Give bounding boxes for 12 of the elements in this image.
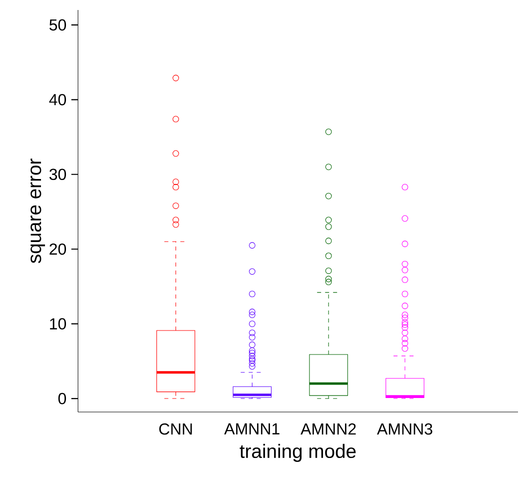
x-axis-title: training mode [240, 444, 356, 462]
x-tick-label: AMNN1 [224, 424, 280, 435]
y-tick-label: 10 [50, 318, 66, 330]
x-tick-label: CNN [159, 424, 192, 435]
y-tick-label: 30 [49, 168, 66, 180]
y-tick-label: 50 [49, 19, 66, 31]
y-tick-label: 20 [50, 244, 66, 255]
y-tick-label: 40 [49, 94, 66, 106]
y-tick-label: 0 [58, 393, 66, 404]
y-axis-title: square error [30, 158, 46, 264]
x-tick-label: AMNN3 [376, 424, 432, 435]
x-tick-label: AMNN2 [300, 424, 356, 435]
